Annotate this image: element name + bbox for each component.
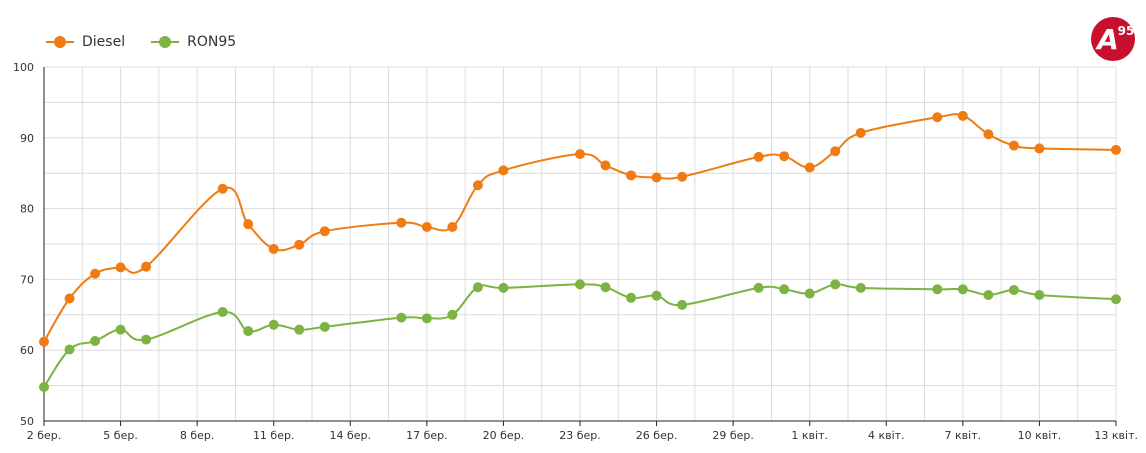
data-point-ron95	[421, 313, 432, 324]
data-point-ron95	[677, 299, 688, 310]
data-point-ron95	[1111, 294, 1121, 305]
logo-letter: A	[1095, 23, 1119, 56]
data-point-ron95	[319, 321, 330, 332]
data-point-diesel	[39, 336, 49, 347]
data-point-ron95	[141, 334, 152, 345]
legend-swatch-diesel	[46, 36, 74, 48]
data-point-ron95	[855, 282, 866, 293]
data-point-ron95	[804, 288, 815, 299]
data-point-diesel	[804, 162, 815, 173]
y-tick-label: 70	[20, 273, 34, 286]
y-tick-label: 100	[13, 61, 34, 74]
data-point-diesel	[830, 146, 841, 157]
data-point-diesel	[575, 149, 585, 160]
x-axis-ticks: 2 бер. 5 бер. 8 бер. 11 бер. 14 бер. 17 бер. 2…	[27, 421, 1138, 442]
y-axis-ticks: 50 60 70 80 90 100	[13, 61, 34, 428]
data-point-diesel	[1111, 144, 1121, 155]
data-point-ron95	[626, 292, 637, 303]
legend-label-diesel: Diesel	[82, 34, 126, 50]
data-point-ron95	[753, 282, 764, 293]
data-point-ron95	[983, 289, 994, 300]
data-point-ron95	[294, 324, 305, 335]
data-point-ron95	[1008, 285, 1019, 296]
x-tick-label: 1 квіт.	[791, 429, 828, 442]
data-point-diesel	[779, 151, 790, 162]
data-point-diesel	[243, 219, 254, 230]
data-point-diesel	[626, 170, 637, 181]
y-tick-label: 50	[20, 415, 34, 428]
x-tick-label: 20 бер.	[483, 429, 525, 442]
x-tick-label: 5 бер.	[103, 429, 138, 442]
data-point-diesel	[1008, 140, 1019, 151]
legend-item-diesel[interactable]: Diesel	[46, 34, 125, 50]
data-point-diesel	[319, 226, 330, 237]
x-tick-label: 23 бер.	[559, 429, 601, 442]
data-point-ron95	[217, 306, 228, 317]
x-tick-label: 11 бер.	[253, 429, 295, 442]
data-point-diesel	[600, 160, 611, 171]
data-point-ron95	[64, 344, 75, 355]
data-point-ron95	[1034, 289, 1045, 300]
data-point-diesel	[64, 293, 75, 304]
logo-number: 95	[1118, 24, 1135, 38]
data-point-diesel	[447, 222, 458, 233]
logo-circle	[1091, 17, 1135, 61]
legend-item-ron95[interactable]: RON95	[151, 34, 236, 50]
data-point-ron95	[39, 382, 49, 393]
brand-logo: A 95	[1091, 17, 1135, 61]
legend: Diesel RON95	[46, 34, 236, 50]
data-point-ron95	[932, 284, 943, 295]
y-tick-label: 90	[20, 132, 34, 145]
data-point-diesel	[855, 127, 866, 138]
x-tick-label: 10 квіт.	[1018, 429, 1062, 442]
data-point-diesel	[294, 239, 305, 250]
data-point-diesel	[421, 222, 432, 233]
data-point-ron95	[447, 309, 458, 320]
data-point-ron95	[268, 319, 279, 330]
x-tick-label: 29 бер.	[712, 429, 754, 442]
x-tick-label: 13 квіт.	[1094, 429, 1138, 442]
series-points	[39, 110, 1121, 393]
data-point-ron95	[472, 282, 483, 293]
data-point-ron95	[396, 312, 407, 323]
data-point-diesel	[217, 183, 228, 194]
data-point-ron95	[575, 279, 585, 290]
data-point-diesel	[753, 151, 764, 162]
x-tick-label: 26 бер.	[636, 429, 678, 442]
data-point-ron95	[957, 284, 968, 295]
x-tick-label: 4 квіт.	[868, 429, 905, 442]
data-point-diesel	[396, 217, 407, 228]
data-point-ron95	[115, 324, 126, 335]
legend-label-ron95: RON95	[187, 34, 237, 50]
data-point-ron95	[830, 279, 841, 290]
data-point-diesel	[472, 180, 483, 191]
x-tick-label: 7 квіт.	[945, 429, 982, 442]
data-point-ron95	[779, 284, 790, 295]
data-point-diesel	[1034, 143, 1045, 154]
x-tick-label: 8 бер.	[180, 429, 215, 442]
legend-swatch-ron95	[151, 36, 180, 48]
x-tick-label: 14 бер.	[330, 429, 372, 442]
x-tick-label: 17 бер.	[406, 429, 448, 442]
data-point-diesel	[141, 261, 152, 272]
data-point-ron95	[600, 282, 611, 293]
data-point-diesel	[498, 165, 509, 176]
data-point-diesel	[957, 110, 968, 121]
data-point-diesel	[90, 268, 101, 279]
data-point-diesel	[983, 129, 994, 140]
data-point-ron95	[651, 290, 662, 301]
data-point-diesel	[677, 171, 688, 182]
data-point-diesel	[651, 172, 662, 183]
data-point-diesel	[115, 262, 126, 273]
y-tick-label: 60	[20, 344, 34, 357]
data-point-diesel	[268, 243, 279, 254]
data-point-diesel	[932, 112, 943, 123]
y-tick-label: 80	[20, 203, 34, 216]
x-tick-label: 2 бер.	[27, 429, 62, 442]
chart-grid	[44, 66, 1117, 421]
data-point-ron95	[498, 282, 509, 293]
data-point-ron95	[243, 326, 254, 337]
data-point-ron95	[90, 335, 101, 346]
